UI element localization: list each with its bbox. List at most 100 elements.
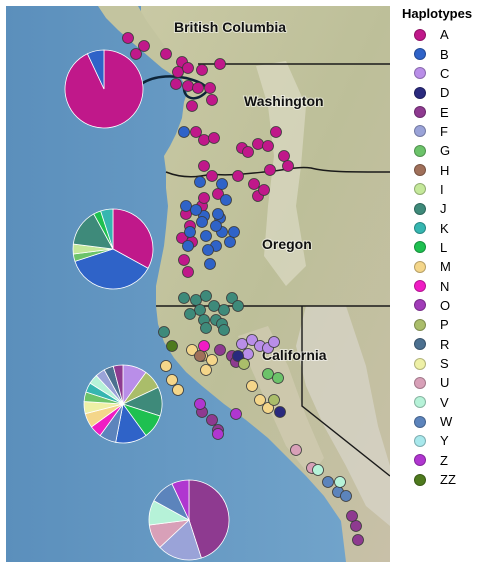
legend-item-k: K [398,218,484,237]
legend-swatch [414,260,426,273]
sample-site-a [282,160,294,172]
legend-item-a: A [398,25,484,44]
sample-site-b [184,226,196,238]
sample-site-j [178,292,190,304]
sample-site-b [190,204,202,216]
sample-site-a [130,48,142,60]
legend-label: H [440,162,450,178]
sample-site-m [254,394,266,406]
sample-site-n [198,340,210,352]
legend-label: V [440,394,449,410]
sample-site-e [214,344,226,356]
sample-site-p [268,394,280,406]
legend-label: G [440,143,451,159]
region-label: British Columbia [174,19,286,35]
sample-site-j [218,324,230,336]
sample-site-m [186,344,198,356]
legend-item-d: D [398,83,484,102]
legend-swatch [414,48,426,61]
sample-site-b [178,126,190,138]
legend-swatch [414,396,426,409]
sample-site-j [194,304,206,316]
sample-site-e [350,520,362,532]
sample-site-b [228,226,240,238]
sample-site-zz [166,340,178,352]
sample-site-a [270,126,282,138]
sample-site-a [206,94,218,106]
legend-swatch [414,434,426,447]
legend-item-g: G [398,141,484,160]
legend-swatch [414,164,426,177]
sample-site-a [198,192,210,204]
sample-site-w [322,476,334,488]
sample-site-d [232,350,244,362]
legend-title: Haplotypes [402,6,473,21]
sample-site-m [160,360,172,372]
legend-swatch [414,299,426,312]
legend-label: I [440,181,444,197]
legend-item-r: R [398,335,484,354]
map-panel: British Columbia Washington Oregon Calif… [6,6,390,562]
sample-site-b [204,258,216,270]
central-valley [238,326,324,476]
sample-site-w [340,490,352,502]
legend-label: P [440,317,449,333]
sample-site-e [206,414,218,426]
sample-site-j [200,290,212,302]
legend-swatch [414,125,426,138]
sample-site-b [202,244,214,256]
legend-label: D [440,85,450,101]
pie-slice-a [112,208,154,269]
legend-item-i: I [398,180,484,199]
sample-site-h [194,350,206,362]
sample-site-c [268,336,280,348]
sample-site-g [272,372,284,384]
sample-site-a [196,64,208,76]
legend-item-c: C [398,64,484,83]
sample-site-a [214,58,226,70]
sample-site-a [208,132,220,144]
legend-swatch [414,318,426,331]
sample-site-b [182,240,194,252]
legend-swatch [414,241,426,254]
sample-site-a [212,188,224,200]
sample-site-a [178,254,190,266]
haplotype-pie-3 [83,364,163,444]
legend-swatch [414,202,426,215]
legend-label: ZZ [440,472,456,488]
legend-label: K [440,220,449,236]
sample-site-m [206,354,218,366]
pie-slice-f [159,519,202,561]
sample-site-a [262,140,274,152]
legend-label: S [440,356,449,372]
sample-site-a [232,170,244,182]
legend-item-v: V [398,393,484,412]
legend-swatch [414,338,426,351]
legend-label: J [440,201,447,217]
sample-site-a [242,146,254,158]
legend-item-s: S [398,354,484,373]
legend-item-u: U [398,373,484,392]
sample-site-a [204,82,216,94]
legend-label: Y [440,433,449,449]
sample-site-b [224,236,236,248]
legend-label: F [440,123,448,139]
sample-site-z [194,398,206,410]
sample-site-g [262,368,274,380]
sample-site-a [186,100,198,112]
legend-label: E [440,104,449,120]
sample-site-m [200,364,212,376]
legend-item-m: M [398,257,484,276]
sample-site-u [290,444,302,456]
legend-label: W [440,414,453,430]
pie-slice-b [74,248,149,290]
sample-site-a [192,82,204,94]
legend-label: B [440,46,449,62]
legend-item-f: F [398,122,484,141]
legend-swatch [414,280,426,293]
legend-swatch [414,86,426,99]
pie-charts [64,49,230,561]
sample-site-j [158,326,170,338]
legend-swatch [414,357,426,370]
sample-site-j [190,294,202,306]
